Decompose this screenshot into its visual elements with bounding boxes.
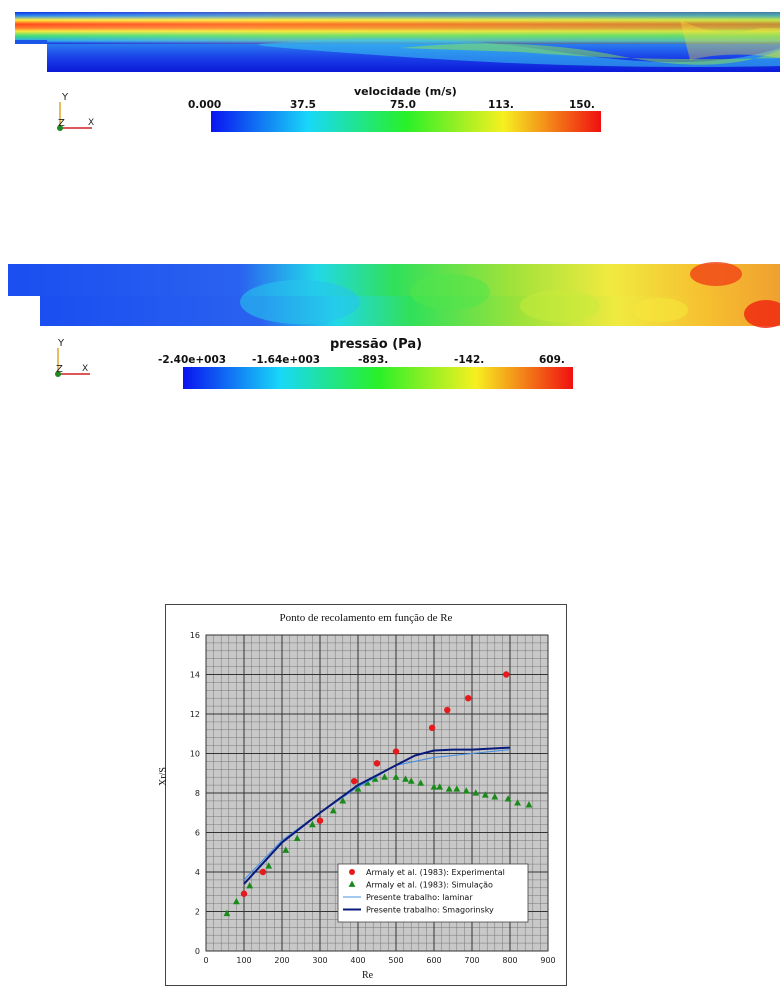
velocity-tick-3: 113. xyxy=(488,99,514,111)
legend-label: Armaly et al. (1983): Simulação xyxy=(366,881,493,890)
x-tick-label: 300 xyxy=(312,956,327,965)
x-tick-label: 600 xyxy=(426,956,441,965)
y-tick-label: 12 xyxy=(190,710,200,719)
pressure-tick-0: -2.40e+003 xyxy=(158,354,227,366)
pressure-tick-4: 609. xyxy=(539,354,565,366)
velocity-tick-0: 0.000 xyxy=(188,99,222,111)
legend: Armaly et al. (1983): Experimental Armaly… xyxy=(337,863,529,923)
simulation-point xyxy=(354,785,362,792)
simulation-point xyxy=(233,897,240,905)
experimental-point xyxy=(373,760,381,767)
y-tick-label: 2 xyxy=(195,908,200,917)
legend-label: Presente trabalho: laminar xyxy=(366,893,473,902)
y-tick-label: 10 xyxy=(190,750,200,759)
experimental-point xyxy=(240,890,248,897)
axis-z-label-2: Z xyxy=(56,364,63,375)
experimental-point xyxy=(259,868,267,876)
simulation-point xyxy=(481,791,489,798)
axes-triad-icon xyxy=(57,102,92,131)
pressure-field-image xyxy=(8,262,780,328)
simulation-point xyxy=(392,773,400,780)
simulation-point xyxy=(417,779,425,786)
x-tick-label: 400 xyxy=(350,956,365,965)
simulation-point xyxy=(381,773,388,780)
simulation-point xyxy=(453,785,461,792)
velocity-tick-2: 75.0 xyxy=(390,99,416,111)
legend-label: Armaly et al. (1983): Experimental xyxy=(366,868,505,877)
series-layer xyxy=(223,671,533,917)
x-tick-label: 800 xyxy=(502,956,517,965)
x-tick-label: 0 xyxy=(203,956,208,965)
velocity-colorbar xyxy=(211,111,601,132)
simulation-point xyxy=(265,862,273,869)
simulation-point xyxy=(309,820,316,828)
simulation-point xyxy=(371,775,379,782)
x-tick-label: 700 xyxy=(464,956,479,965)
y-tick-label: 6 xyxy=(195,829,200,838)
simulation-point xyxy=(462,787,470,794)
x-axis-label: Re xyxy=(362,970,374,981)
y-tick-label: 4 xyxy=(195,868,200,877)
velocity-colorbar-title: velocidade (m/s) xyxy=(354,85,457,98)
simulation-point xyxy=(223,909,231,917)
pressure-tick-3: -142. xyxy=(454,354,485,366)
pressure-colorbar-title: pressão (Pa) xyxy=(330,337,423,352)
simulation-point xyxy=(445,785,453,792)
y-tick-label: 14 xyxy=(190,671,200,680)
simulation-point xyxy=(436,783,444,790)
x-tick-label: 900 xyxy=(540,956,555,965)
velocity-field-image xyxy=(15,12,780,72)
axis-y-label-2: Y xyxy=(58,338,65,349)
x-tick-label: 200 xyxy=(274,956,289,965)
x-tick-label: 100 xyxy=(236,956,251,965)
experimental-point xyxy=(465,695,472,702)
simulation-point xyxy=(402,775,409,782)
simulation-point xyxy=(491,793,499,800)
experimental-point xyxy=(392,748,400,755)
axes-triad-icon-2 xyxy=(55,348,90,377)
y-tick-label: 8 xyxy=(195,789,200,798)
axis-z-label: Z xyxy=(58,118,65,129)
pressure-tick-1: -1.64e+003 xyxy=(252,354,321,366)
x-tick-label: 500 xyxy=(388,956,403,965)
simulation-point xyxy=(282,846,290,853)
reattachment-chart: 0 100 200 300 400 500 600 700 800 900 0 2 4 6 8 10 12 14 1… xyxy=(190,631,556,965)
axis-x-label-2: X xyxy=(82,364,89,374)
simulation-point xyxy=(246,882,254,889)
velocity-tick-4: 150. xyxy=(569,99,595,111)
simulation-point xyxy=(472,789,480,796)
series-line-3 xyxy=(243,746,511,885)
y-axis-label: Xr/S xyxy=(158,767,169,786)
velocity-tick-1: 37.5 xyxy=(290,99,316,111)
simulation-point xyxy=(364,779,371,786)
legend-marker-experimental xyxy=(349,869,355,875)
simulation-point xyxy=(293,834,301,842)
experimental-point xyxy=(316,817,324,824)
experimental-point xyxy=(351,777,358,785)
y-tick-label: 0 xyxy=(195,947,200,956)
pressure-colorbar xyxy=(183,367,573,389)
simulation-point xyxy=(329,806,337,814)
simulation-point xyxy=(430,783,438,790)
axis-y-label: Y xyxy=(62,92,69,103)
simulation-point xyxy=(407,777,415,784)
simulation-point xyxy=(525,801,533,808)
experimental-point xyxy=(444,706,451,714)
experimental-point xyxy=(428,724,436,732)
chart-title: Ponto de recolamento em função de Re xyxy=(279,612,453,624)
simulation-point xyxy=(504,795,512,802)
legend-marker-simulation xyxy=(348,880,356,887)
axis-x-label: X xyxy=(88,118,95,128)
simulation-point xyxy=(514,799,521,806)
simulation-point xyxy=(339,797,347,804)
pressure-tick-2: -893. xyxy=(358,354,389,366)
experimental-point xyxy=(503,671,510,678)
legend-box xyxy=(337,863,529,923)
tick-labels: 0 100 200 300 400 500 600 700 800 900 0 2 4 6 8 10 12 14 1… xyxy=(190,631,556,965)
legend-label: Presente trabalho: Smagorinsky xyxy=(366,906,494,915)
y-tick-label: 16 xyxy=(190,631,200,640)
